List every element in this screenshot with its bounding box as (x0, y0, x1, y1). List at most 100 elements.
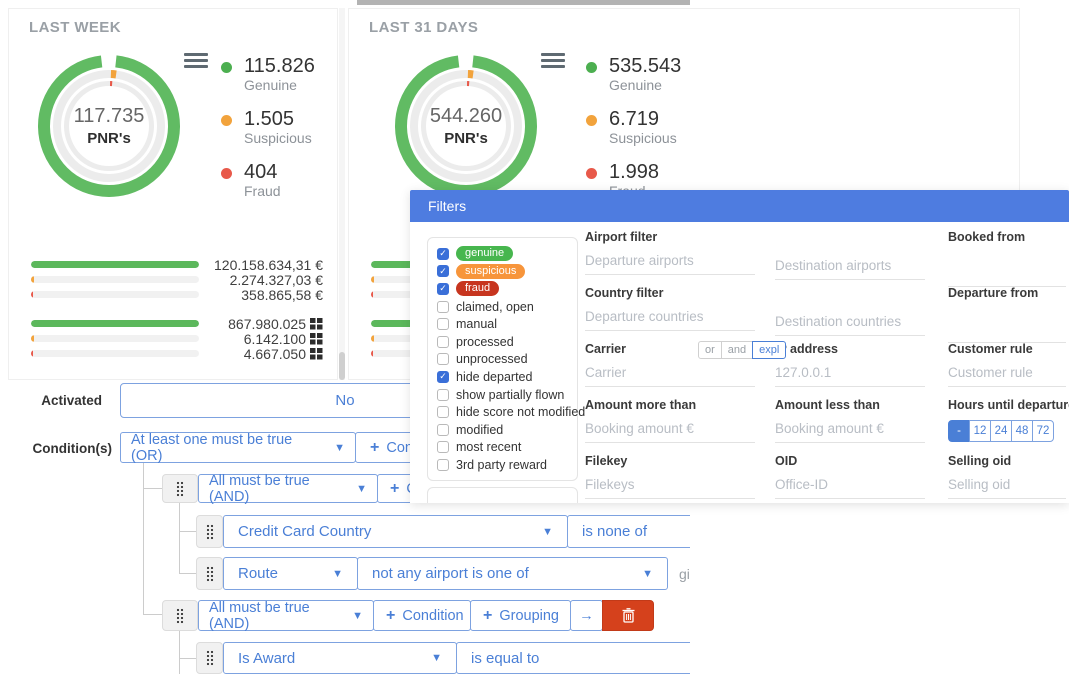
customer-rule-input[interactable] (948, 362, 1066, 387)
filter-checkbox-manual[interactable]: manual (437, 315, 568, 333)
drag-handle[interactable] (196, 515, 223, 548)
suspicious-amount: 2.274.327,03 € (229, 271, 323, 288)
donut-center: 117.735 PNR's (31, 48, 187, 204)
carrier-input[interactable] (585, 362, 755, 387)
oid-input[interactable] (775, 474, 925, 499)
condition-field-value: Credit Card Country (238, 523, 372, 540)
filter-checkbox-modified[interactable]: modified (437, 421, 568, 439)
group2-move-button[interactable]: → (570, 600, 603, 631)
checkbox-icon[interactable] (437, 423, 449, 436)
condition-operator-value: not any airport is one of (372, 565, 529, 582)
root-operator-dropdown[interactable]: At least one must be true (OR) ▼ (120, 432, 356, 464)
filter-checkbox-processed[interactable]: processed (437, 333, 568, 351)
checkbox-icon[interactable] (437, 458, 449, 471)
cond1-operator-dropdown[interactable]: is none of (567, 515, 702, 548)
checkbox-icon[interactable] (437, 318, 449, 331)
destination-airports-input[interactable] (775, 255, 925, 280)
destination-countries-field (775, 286, 925, 336)
filter-checkbox-3rd-party-reward[interactable]: 3rd party reward (437, 456, 568, 474)
hours-option-48-button[interactable]: 48 (1011, 420, 1033, 442)
carrier-mode-or-button[interactable]: or (698, 341, 722, 359)
checkbox-icon[interactable] (437, 441, 449, 454)
group2-delete-button[interactable] (602, 600, 654, 631)
filter-checkbox-claimed-open[interactable]: claimed, open (437, 298, 568, 316)
checkbox-checked-icon[interactable] (437, 265, 449, 278)
carrier-mode-expl-button[interactable]: expl (752, 341, 787, 359)
activated-label: Activated (41, 393, 102, 408)
bar-row-genuine-amount: 120.158.634,31 € (31, 257, 323, 273)
departure-from-input[interactable] (948, 318, 1066, 343)
group2-add-condition-button[interactable]: + Condition (373, 600, 471, 631)
amount-less-input[interactable] (775, 418, 925, 443)
bar-row-suspicious-miles: 6.142.100 (31, 330, 323, 347)
hours-option-12-button[interactable]: 12 (969, 420, 991, 442)
legend-item-genuine: 115.826 Genuine (221, 55, 315, 93)
last-week-card: LAST WEEK 117.735 PNR's 115.826 Genuine (8, 8, 338, 380)
checkbox-icon[interactable] (437, 300, 449, 313)
selling-oid-input[interactable] (948, 474, 1066, 499)
drag-handle[interactable] (196, 557, 223, 590)
legend-item-genuine: 535.543 Genuine (586, 55, 681, 93)
filter-checkbox-show-partially-flown[interactable]: show partially flown (437, 386, 568, 404)
checkbox-icon[interactable] (437, 353, 449, 366)
carrier-mode-and-button[interactable]: and (720, 341, 754, 359)
scrollbar-track[interactable] (339, 8, 345, 380)
miles-icon (310, 332, 323, 344)
filter-checkbox-hide-score-not-modified[interactable]: hide score not modified (437, 403, 585, 421)
chart-legend: 115.826 Genuine 1.505 Suspicious 404 Fra… (221, 55, 315, 199)
group1-operator-dropdown[interactable]: All must be true (AND) ▼ (198, 473, 378, 505)
drag-handle[interactable] (162, 600, 198, 631)
cond3-operator-dropdown[interactable]: is equal to (456, 642, 702, 674)
trash-icon (622, 608, 634, 623)
cond2-operator-dropdown[interactable]: not any airport is one of ▼ (357, 557, 668, 590)
ip-address-field: IP address (775, 342, 925, 387)
departure-airports-input[interactable] (585, 250, 755, 275)
tree-connector (179, 658, 196, 659)
hours-option-24-button[interactable]: 24 (990, 420, 1012, 442)
destination-countries-input[interactable] (775, 311, 925, 336)
hours-option-none-button[interactable]: - (948, 420, 970, 442)
filter-checkbox-genuine[interactable]: genuine (437, 245, 568, 263)
checkbox-checked-icon[interactable] (437, 282, 449, 295)
cond2-value-field[interactable]: gi (667, 557, 727, 590)
checkbox-checked-icon[interactable] (437, 370, 449, 383)
checkbox-checked-icon[interactable] (437, 247, 449, 260)
hours-until-departure-field: Hours until departure - 12 24 48 72 (948, 398, 1069, 442)
chart-menu-icon[interactable] (541, 53, 565, 69)
filter-checkbox-most-recent[interactable]: most recent (437, 439, 568, 457)
drag-handle[interactable] (162, 474, 198, 503)
oid-field: OID (775, 454, 925, 499)
cond3-field-dropdown[interactable]: Is Award ▼ (223, 642, 457, 674)
departure-countries-input[interactable] (585, 306, 755, 331)
cond1-field-dropdown[interactable]: Credit Card Country ▼ (223, 515, 568, 548)
filter-checkbox-suspicious[interactable]: suspicious (437, 263, 568, 281)
group2-operator-dropdown[interactable]: All must be true (AND) ▼ (198, 600, 374, 632)
drag-handle[interactable] (196, 642, 223, 674)
suspicious-miles: 6.142.100 (243, 330, 306, 347)
filekeys-input[interactable] (585, 474, 755, 499)
hours-option-72-button[interactable]: 72 (1032, 420, 1054, 442)
checkbox-icon[interactable] (437, 388, 449, 401)
filter-checkbox-unprocessed[interactable]: unprocessed (437, 351, 568, 369)
airport-filter-field: Airport filter (585, 230, 755, 275)
amount-more-input[interactable] (585, 418, 755, 443)
grip-icon (205, 565, 214, 582)
condition-field-value: Route (238, 565, 279, 582)
checkbox-icon[interactable] (437, 406, 449, 419)
chart-menu-icon[interactable] (184, 53, 208, 69)
pnr-count: 544.260 (429, 105, 503, 127)
cond2-field-dropdown[interactable]: Route ▼ (223, 557, 358, 590)
chevron-down-icon: ▼ (332, 567, 343, 580)
checkbox-icon[interactable] (437, 335, 449, 348)
bar-row-suspicious-amount: 2.274.327,03 € (31, 271, 323, 288)
filter-checkbox-fraud[interactable]: fraud (437, 280, 568, 298)
customer-rule-label: Customer rule (948, 342, 1033, 356)
filter-checkbox-hide-departed[interactable]: hide departed (437, 368, 568, 386)
ip-address-input[interactable] (775, 362, 925, 387)
tree-connector (143, 488, 162, 489)
amount-more-label: Amount more than (585, 398, 697, 412)
scrollbar-thumb[interactable] (339, 352, 345, 380)
booked-from-input[interactable] (948, 262, 1066, 287)
group2-add-grouping-button[interactable]: + Grouping (470, 600, 571, 631)
